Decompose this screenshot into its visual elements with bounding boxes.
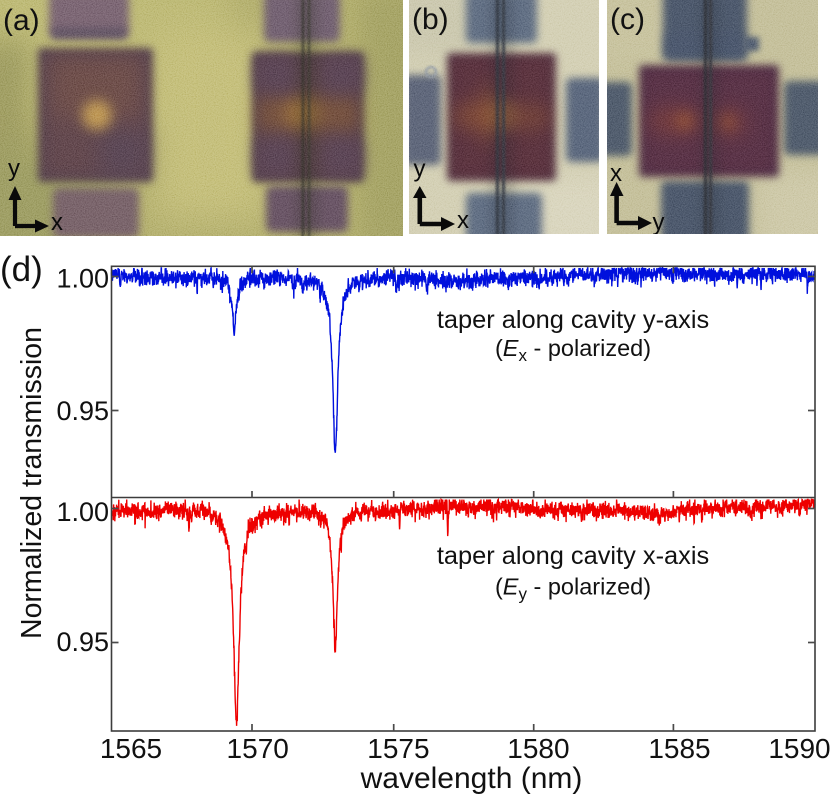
- svg-text:Normalized transmission: Normalized transmission: [16, 327, 48, 639]
- svg-text:(d): (d): [0, 250, 43, 289]
- svg-text:x: x: [51, 209, 63, 236]
- svg-text:x: x: [457, 207, 469, 234]
- svg-text:1565: 1565: [100, 733, 162, 764]
- svg-text:x: x: [610, 160, 622, 187]
- svg-text:wavelength (nm): wavelength (nm): [360, 762, 583, 794]
- svg-text:(Ex - polarized): (Ex - polarized): [495, 335, 651, 365]
- svg-text:y: y: [8, 155, 20, 182]
- svg-text:(Ey - polarized): (Ey - polarized): [495, 574, 651, 604]
- svg-text:y: y: [414, 156, 426, 183]
- svg-text:1580: 1580: [507, 733, 569, 764]
- svg-text:0.95: 0.95: [56, 396, 109, 426]
- svg-text:1570: 1570: [227, 733, 289, 764]
- svg-text:1590: 1590: [768, 733, 830, 764]
- svg-text:1575: 1575: [367, 733, 429, 764]
- svg-text:taper along cavity y-axis: taper along cavity y-axis: [437, 306, 709, 334]
- svg-text:0.95: 0.95: [56, 627, 109, 657]
- svg-text:1.00: 1.00: [56, 264, 109, 294]
- svg-text:y: y: [653, 209, 665, 234]
- svg-text:taper along cavity x-axis: taper along cavity x-axis: [437, 542, 709, 570]
- svg-text:1585: 1585: [648, 733, 710, 764]
- svg-text:1.00: 1.00: [56, 497, 109, 527]
